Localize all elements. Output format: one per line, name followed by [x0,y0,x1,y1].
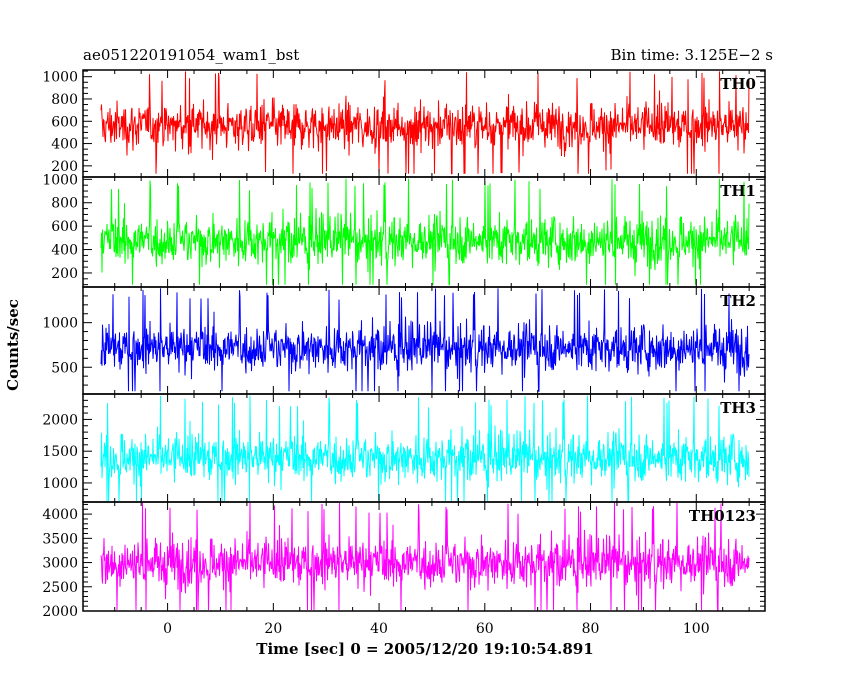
panel-label-th3: TH3 [720,399,756,417]
x-tick-label: 60 [476,621,494,637]
frame-layer [82,69,766,612]
series-line-th0123 [100,502,750,611]
y-tick-label-th0123: 4000 [42,507,78,523]
y-tick-label-th1: 1000 [42,172,78,188]
series-line-th0 [100,71,750,175]
y-tick-label-th1: 800 [51,196,78,212]
x-tick-label: 80 [582,621,600,637]
y-axis-label: Counts/sec [4,299,22,391]
text-layer: ae051220191054_wam1_bst Bin time: 3.125E… [4,46,773,658]
panel-label-th0123: TH0123 [689,507,756,525]
y-tick-label-th0: 1000 [42,70,78,86]
y-tick-label-th0: 200 [51,159,78,175]
x-tick-label: 20 [264,621,282,637]
x-tick-label: 40 [370,621,388,637]
y-tick-label-th0123: 3500 [42,531,78,547]
series-line-th2 [100,288,750,392]
y-tick-label-th0123: 3000 [42,556,78,572]
y-tick-label-th3: 1000 [42,476,78,492]
chart-title: ae051220191054_wam1_bst [83,46,299,64]
y-tick-label-th1: 600 [51,219,78,235]
y-tick-label-th0123: 2000 [42,604,78,620]
y-tick-label-th0: 800 [51,92,78,108]
series-line-th1 [100,178,750,286]
panel-label-th1: TH1 [720,182,756,200]
y-tick-label-th2: 500 [51,360,78,376]
x-axis-label: Time [sec] 0 = 2005/12/20 19:10:54.891 [256,640,593,658]
y-tick-label-th0: 400 [51,137,78,153]
data-layer [100,71,750,611]
y-tick-label-th3: 2000 [42,412,78,428]
y-tick-label-th1: 200 [51,266,78,282]
y-tick-label-th3: 1500 [42,444,78,460]
y-tick-label-th2: 1000 [42,316,78,332]
x-tick-label: 100 [683,621,710,637]
x-tick-label: 0 [163,621,172,637]
panel-frame-th0123 [82,501,766,612]
series-line-th3 [100,395,750,502]
y-tick-label-th0123: 2500 [42,580,78,596]
panel-label-th0: TH0 [720,75,756,93]
panel-label-th2: TH2 [720,292,756,310]
bin-time-label: Bin time: 3.125E−2 s [611,46,773,64]
y-tick-label-th0: 600 [51,114,78,130]
y-tick-label-th1: 400 [51,243,78,259]
